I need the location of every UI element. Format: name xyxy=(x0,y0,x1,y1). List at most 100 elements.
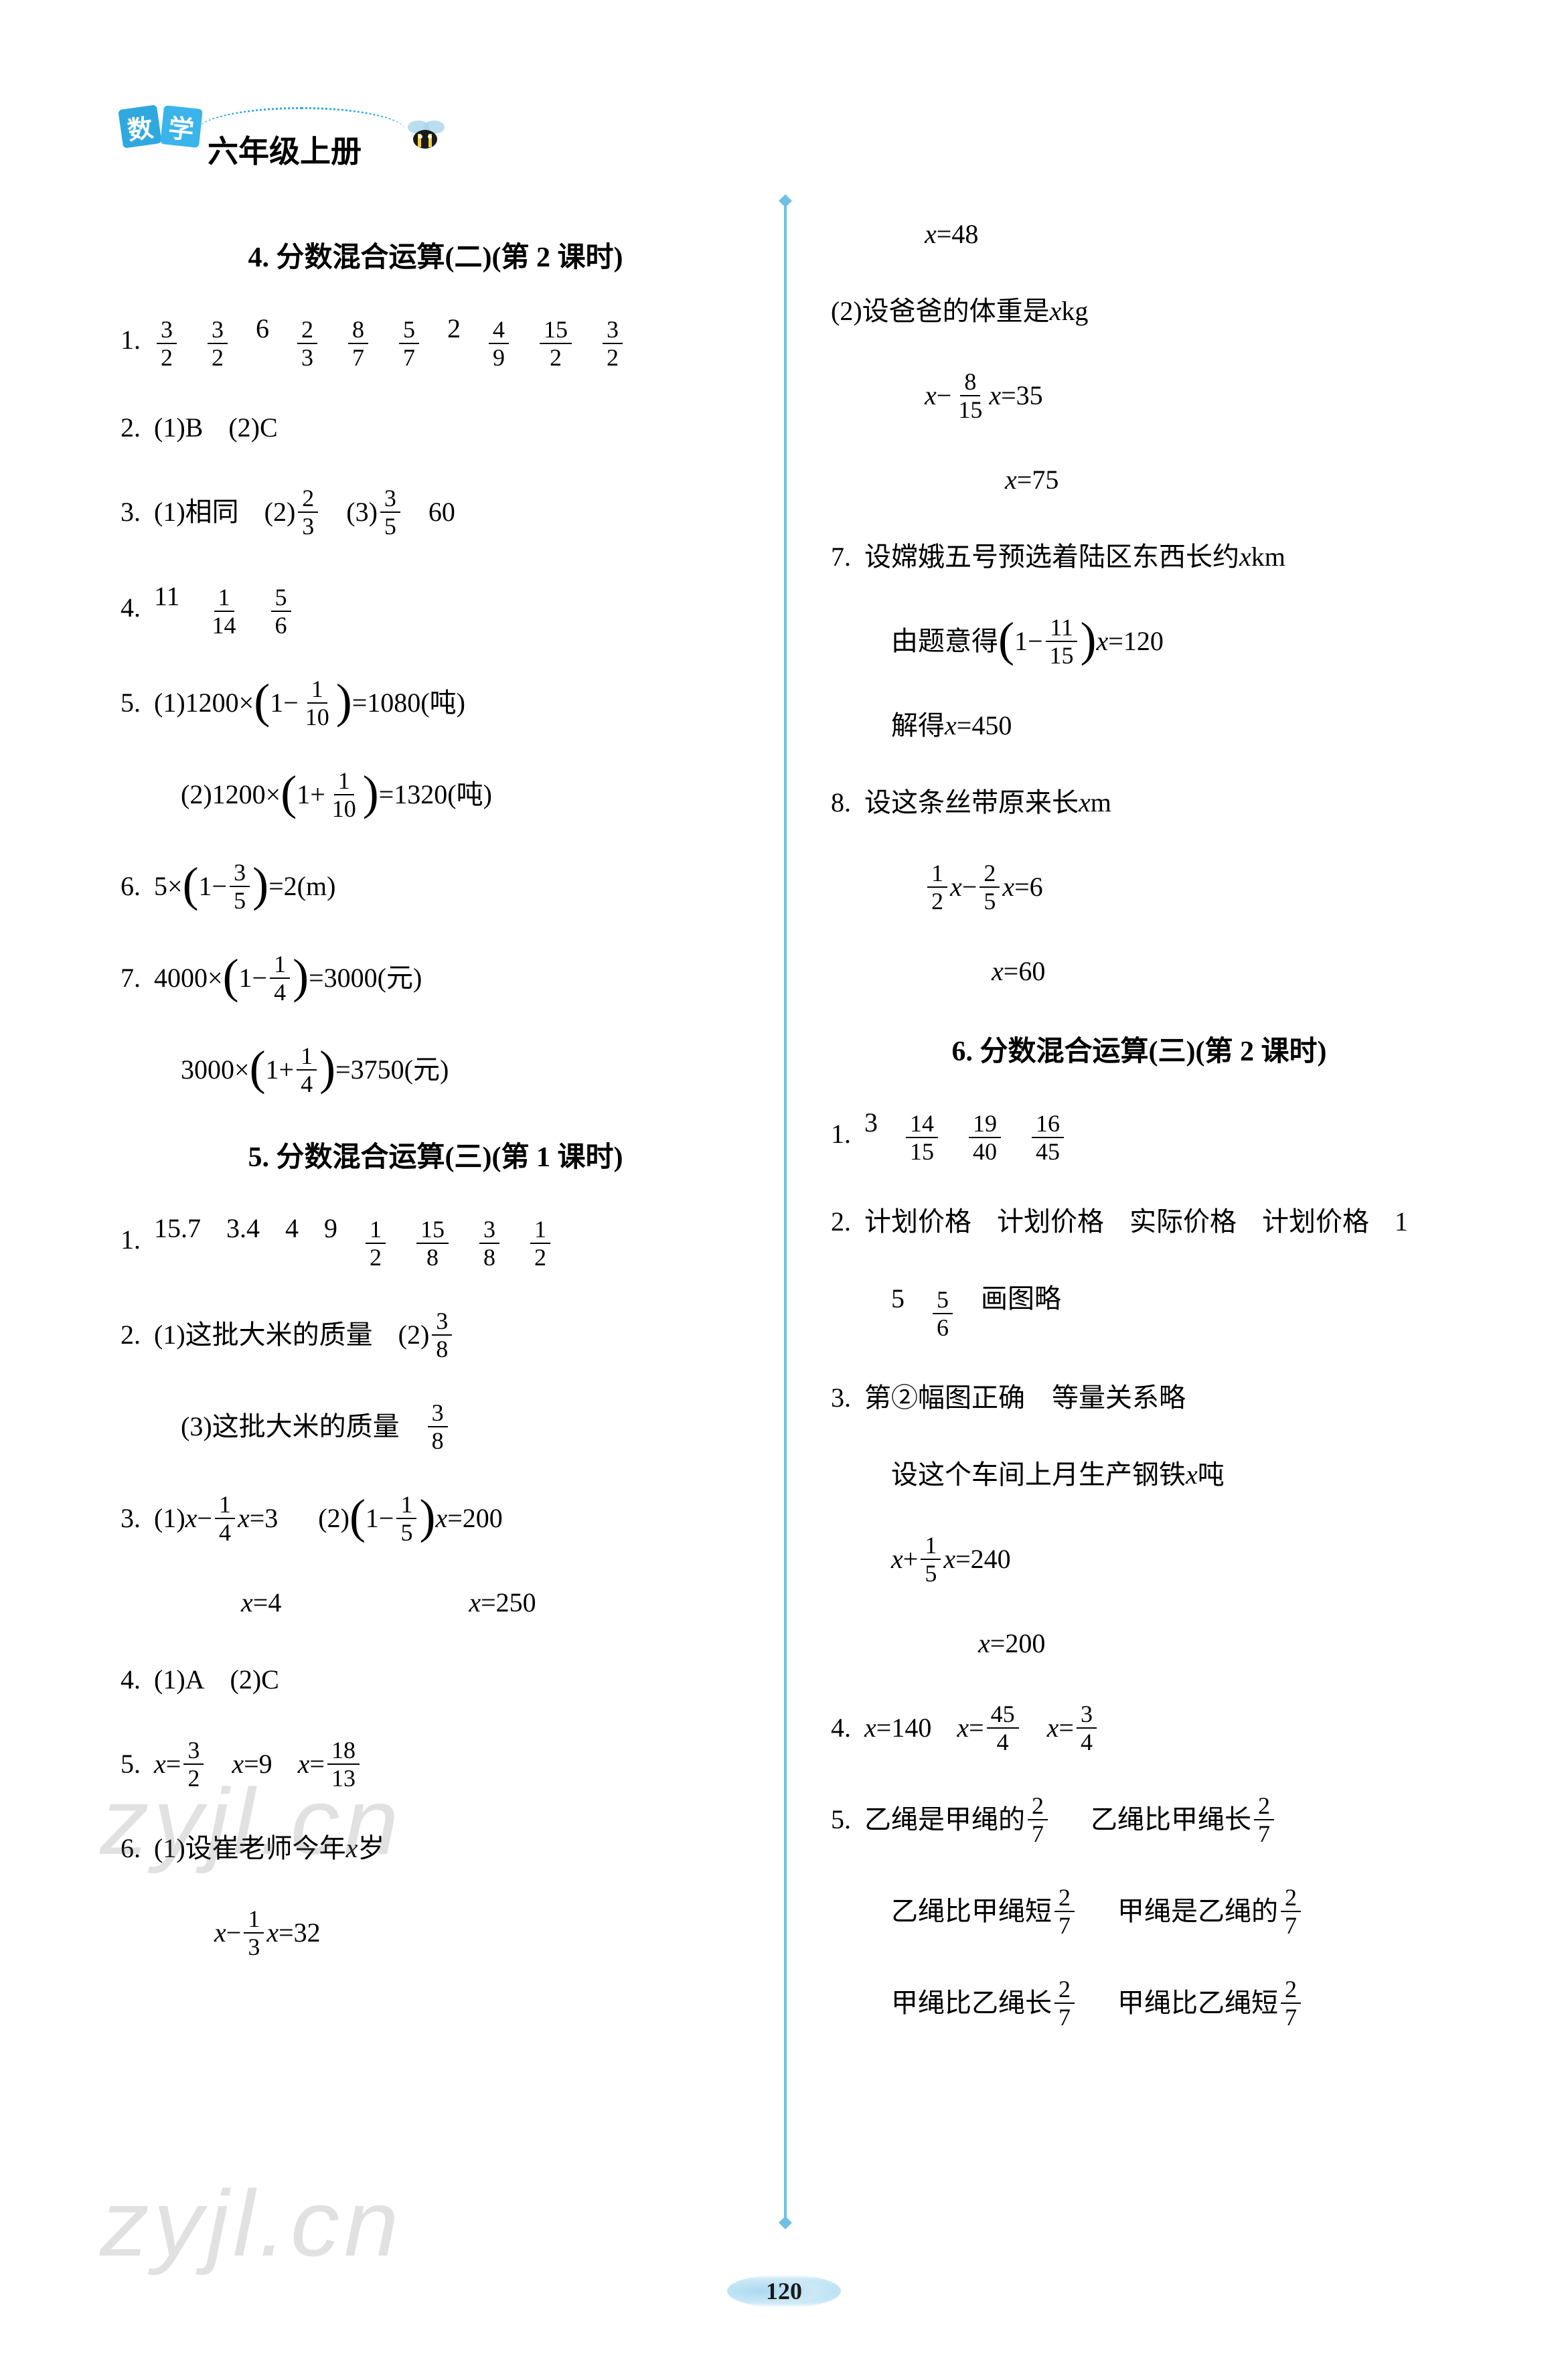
s4-q6: 6. 5× ( 1− 35 ) =2(m) xyxy=(121,859,751,914)
fraction: 13 xyxy=(244,1905,264,1960)
fraction: 14 xyxy=(270,951,290,1006)
page-number-text: 120 xyxy=(766,2277,802,2305)
fraction: 1940 xyxy=(969,1110,1001,1165)
r-q8-1: 8. 设这条丝带原来长 x m xyxy=(831,783,1447,823)
fraction: 14 xyxy=(215,1491,235,1546)
cont-sol2: x =75 xyxy=(831,460,1447,500)
fraction: 152 xyxy=(540,316,572,371)
cont-p2: (2) 设爸爸的体重是 x kg xyxy=(831,291,1447,331)
grade-title: 六年级上册 xyxy=(208,127,362,171)
left-column: 4. 分数混合运算(二)(第 2 课时) 1. 3232623875724915… xyxy=(121,214,784,2256)
s5-q6-1: 6. (1) 设崔老师今年 x 岁 xyxy=(121,1828,751,1869)
q-prefix: 5. xyxy=(121,1744,141,1784)
fraction: 110 xyxy=(301,676,333,730)
s5-q1: 1. 15.73.449121583812 xyxy=(121,1208,751,1271)
fraction: 1415 xyxy=(906,1110,938,1165)
fraction: 1115 xyxy=(1046,614,1078,669)
s5-q3-sol: x=4 x=250 xyxy=(121,1583,751,1623)
s4-q3: 3. (1)相同 (2)23 (3)35 60 xyxy=(121,485,751,540)
fraction: 27 xyxy=(1028,1792,1048,1847)
s6-q5-1: 5. 乙绳是甲绳的27乙绳比甲绳长27 xyxy=(831,1792,1447,1847)
q-prefix: 3. xyxy=(121,1498,141,1539)
fraction: 454 xyxy=(987,1701,1019,1755)
q-prefix: 5. xyxy=(121,683,141,723)
fraction: 35 xyxy=(380,485,400,540)
fraction: 27 xyxy=(1281,1884,1301,1939)
q-prefix: 1. xyxy=(121,320,141,360)
part: (1)相同 xyxy=(154,492,239,532)
fraction: 12 xyxy=(366,1216,386,1271)
fraction: 15 xyxy=(921,1532,941,1587)
s6-q3-2: 设这个车间上月生产钢铁 x 吨 xyxy=(831,1455,1447,1495)
s6-q5-2: 乙绳比甲绳短27甲绳是乙绳的27 xyxy=(831,1884,1447,1939)
s6-q3-1: 3. 第②幅图正确 等量关系略 xyxy=(831,1378,1447,1418)
s4-q2: 2. (1)B (2)C xyxy=(121,408,751,448)
fraction: 87 xyxy=(348,316,368,371)
r-q7-2: 由题意得 ( 1− 1115 ) x =120 xyxy=(831,614,1447,669)
answer: (2)C xyxy=(228,408,277,448)
fraction: 27 xyxy=(1254,1792,1274,1847)
fraction: 27 xyxy=(1054,1976,1075,2031)
s4-q1: 1. 3232623875724915232 xyxy=(121,309,751,371)
logo-char-1: 数 xyxy=(118,104,162,149)
s4-q5-1: 5. (1) 1200× ( 1− 110 ) =1080(吨) xyxy=(121,676,751,730)
s5-q6-eq: x − 13 x =32 xyxy=(121,1905,751,1960)
s4-q7-1: 7. 4000× ( 1− 14 ) =3000(元) xyxy=(121,951,751,1006)
q-prefix: 6. xyxy=(121,1828,141,1869)
s6-q2-a: 2. 计划价格计划价格实际价格计划价格1 xyxy=(831,1202,1447,1242)
fraction: 15 xyxy=(396,1491,416,1546)
fraction: 158 xyxy=(416,1216,449,1271)
q-prefix: 1. xyxy=(121,1220,141,1260)
r-q7-3: 解得 x =450 xyxy=(831,706,1447,746)
page-root: 数 学 六年级上册 4. 分数混合运算(二)(第 2 课时) 1. xyxy=(0,0,1568,2358)
fraction: 114 xyxy=(208,584,240,639)
subject-logo: 数 学 xyxy=(121,107,201,146)
fraction: 32 xyxy=(603,316,623,371)
part: (2)23 xyxy=(264,485,321,540)
q-prefix: 7. xyxy=(121,958,141,998)
fraction: 27 xyxy=(1281,1976,1301,2031)
s5-q3-eq: 3. (1) x − 14 x =3 (2) ( 1− 15 ) x =200 xyxy=(121,1491,751,1546)
q-prefix: 2. xyxy=(121,408,141,448)
section-6-title: 6. 分数混合运算(三)(第 2 课时) xyxy=(831,1028,1447,1069)
s6-q3-sol: x =200 xyxy=(831,1624,1447,1664)
fraction: 38 xyxy=(428,1399,448,1454)
cont-x48: x =48 xyxy=(831,214,1447,254)
bee-icon xyxy=(402,114,449,154)
part: 60 xyxy=(428,492,455,532)
s6-q2-b: 556画图略 xyxy=(831,1279,1447,1341)
page-header: 数 学 六年级上册 xyxy=(121,100,1447,194)
s4-q4: 4. 1111456 xyxy=(121,576,751,639)
fraction: 25 xyxy=(979,860,1000,915)
r-q8-sol: x =60 xyxy=(831,951,1447,992)
section-5-title: 5. 分数混合运算(三)(第 1 课时) xyxy=(121,1134,751,1175)
fraction: 56 xyxy=(271,584,291,639)
q-prefix: 6. xyxy=(121,866,141,907)
s4-q7-2: 3000× ( 1+ 14 ) =3750(元) xyxy=(121,1042,751,1097)
fraction: 1813 xyxy=(327,1737,360,1792)
fraction: 32 xyxy=(157,316,177,371)
content-columns: 4. 分数混合运算(二)(第 2 课时) 1. 3232623875724915… xyxy=(121,214,1447,2256)
column-divider xyxy=(784,201,787,2223)
q-prefix: 3. xyxy=(121,492,141,532)
fraction: 35 xyxy=(230,859,250,914)
s5-q4: 4. (1)A (2)C xyxy=(121,1660,751,1700)
fraction: 23 xyxy=(297,316,317,371)
fraction: 38 xyxy=(479,1216,499,1271)
q-prefix: 2. xyxy=(121,1315,141,1355)
r-q8-eq: 12 x − 25 x =6 xyxy=(831,860,1447,915)
section-4-title: 4. 分数混合运算(二)(第 2 课时) xyxy=(121,234,751,275)
fraction: 110 xyxy=(328,767,360,822)
s4-q5-2: (2) 1200× ( 1+ 110 ) =1320(吨) xyxy=(121,767,751,822)
cont-eq2: x − 815 x =35 xyxy=(831,368,1447,423)
fraction: 14 xyxy=(297,1042,317,1097)
q-prefix: 4. xyxy=(121,1660,141,1700)
s5-q2-b: (3)这批大米的质量 38 xyxy=(121,1399,751,1454)
s5-q5: 5. x=32 x=9 x=1813 xyxy=(121,1737,751,1792)
fraction: 34 xyxy=(1077,1701,1097,1755)
fraction: 49 xyxy=(489,316,509,371)
part: (3)35 xyxy=(346,485,403,540)
fraction: 32 xyxy=(183,1737,204,1792)
fraction: 815 xyxy=(954,368,986,423)
fraction: 56 xyxy=(933,1286,953,1341)
